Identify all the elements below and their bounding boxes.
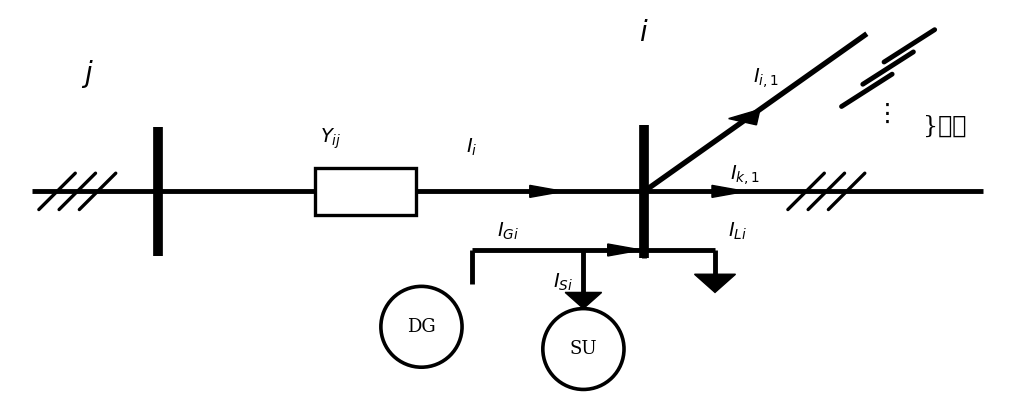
Text: DG: DG (407, 318, 435, 336)
Text: }出支: }出支 (923, 115, 966, 138)
Bar (316, 168, 416, 214)
Text: $i$: $i$ (639, 20, 649, 47)
Polygon shape (712, 185, 745, 197)
Polygon shape (694, 274, 736, 292)
Text: $I_{Si}$: $I_{Si}$ (553, 272, 573, 293)
Polygon shape (530, 185, 563, 197)
Polygon shape (729, 109, 760, 125)
Polygon shape (565, 292, 602, 309)
Text: $\vdots$: $\vdots$ (874, 103, 890, 126)
Text: $j$: $j$ (81, 58, 93, 90)
Ellipse shape (543, 309, 624, 389)
Text: $I_{k,1}$: $I_{k,1}$ (730, 163, 760, 187)
Ellipse shape (381, 287, 462, 367)
Text: $Y_{ij}$: $Y_{ij}$ (320, 127, 341, 151)
Text: $I_{Gi}$: $I_{Gi}$ (497, 221, 520, 243)
Text: $I_{i}$: $I_{i}$ (466, 136, 478, 158)
Text: $I_{i,1}$: $I_{i,1}$ (753, 66, 779, 90)
Polygon shape (608, 244, 641, 256)
Text: SU: SU (569, 340, 597, 358)
Text: $I_{Li}$: $I_{Li}$ (728, 221, 747, 243)
